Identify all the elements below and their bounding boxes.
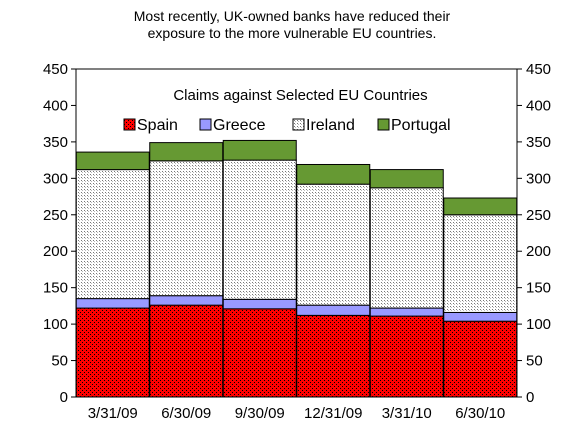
y-tick-label-right: 350 [526, 134, 551, 151]
bar-segment-greece [75, 298, 150, 309]
y-tick-label-left: 450 [43, 61, 68, 78]
y-tick-label-right: 150 [526, 280, 551, 297]
chart-title-line1: Most recently, UK-owned banks have reduc… [133, 8, 451, 24]
legend-label-spain: Spain [137, 117, 178, 134]
bar-segment-ireland [296, 183, 371, 306]
legend-label-ireland: Ireland [306, 117, 355, 134]
y-tick-label-left: 0 [60, 389, 68, 406]
y-tick-label-right: 250 [526, 207, 551, 224]
chart-title: Most recently, UK-owned banks have reduc… [0, 8, 584, 42]
y-tick-label-left: 350 [43, 134, 68, 151]
bar-segment-ireland [443, 214, 518, 313]
x-tick-label: 3/31/09 [88, 405, 138, 422]
bar-segment-greece [296, 304, 371, 316]
y-tick-label-left: 150 [43, 280, 68, 297]
x-tick-label: 6/30/10 [455, 405, 505, 422]
chart-subtitle: Claims against Selected EU Countries [173, 87, 427, 104]
bar-segment-portugal [222, 139, 297, 161]
y-tick-label-left: 50 [51, 353, 68, 370]
bar-segment-greece [369, 307, 444, 317]
bar-segment-portugal [296, 163, 371, 185]
bar-segment-portugal [149, 142, 224, 162]
bar-segment-ireland [222, 159, 297, 300]
bar-segment-ireland [369, 187, 444, 309]
y-tick-label-left: 300 [43, 170, 68, 187]
x-tick-label: 12/31/09 [304, 405, 362, 422]
bar-segment-spain [296, 314, 371, 398]
bar-segment-spain [222, 308, 297, 398]
x-tick-label: 6/30/09 [161, 405, 211, 422]
bar-segment-spain [75, 307, 150, 398]
legend-swatch-ireland [292, 118, 305, 131]
y-tick-label-left: 200 [43, 243, 68, 260]
bar-segment-greece [222, 298, 297, 310]
y-tick-label-right: 400 [526, 97, 551, 114]
bar-segment-greece [443, 311, 518, 322]
bar-segment-greece [149, 295, 224, 306]
legend-swatch-portugal [377, 118, 390, 131]
y-tick-label-right: 50 [526, 353, 543, 370]
y-tick-label-right: 450 [526, 61, 551, 78]
y-tick-label-left: 100 [43, 316, 68, 333]
legend-label-portugal: Portugal [391, 117, 451, 134]
bar-segment-portugal [443, 197, 518, 216]
y-tick-label-left: 250 [43, 207, 68, 224]
chart-title-line2: exposure to the more vulnerable EU count… [147, 25, 437, 41]
legend-swatch-greece [199, 118, 212, 131]
bar-segment-spain [369, 315, 444, 398]
y-tick-label-right: 0 [526, 389, 534, 406]
bar-segment-ireland [149, 160, 224, 297]
y-tick-label-right: 200 [526, 243, 551, 260]
bar-segment-spain [149, 304, 224, 398]
bar-segment-ireland [75, 169, 150, 300]
y-tick-label-right: 100 [526, 316, 551, 333]
legend-swatch-spain [123, 118, 136, 131]
bar-segment-portugal [75, 151, 150, 171]
y-tick-label-right: 300 [526, 170, 551, 187]
legend-label-greece: Greece [213, 117, 266, 134]
y-tick-label-left: 400 [43, 97, 68, 114]
x-tick-label: 3/31/10 [382, 405, 432, 422]
bar-segment-spain [443, 320, 518, 398]
x-tick-label: 9/30/09 [235, 405, 285, 422]
bar-segment-portugal [369, 169, 444, 189]
